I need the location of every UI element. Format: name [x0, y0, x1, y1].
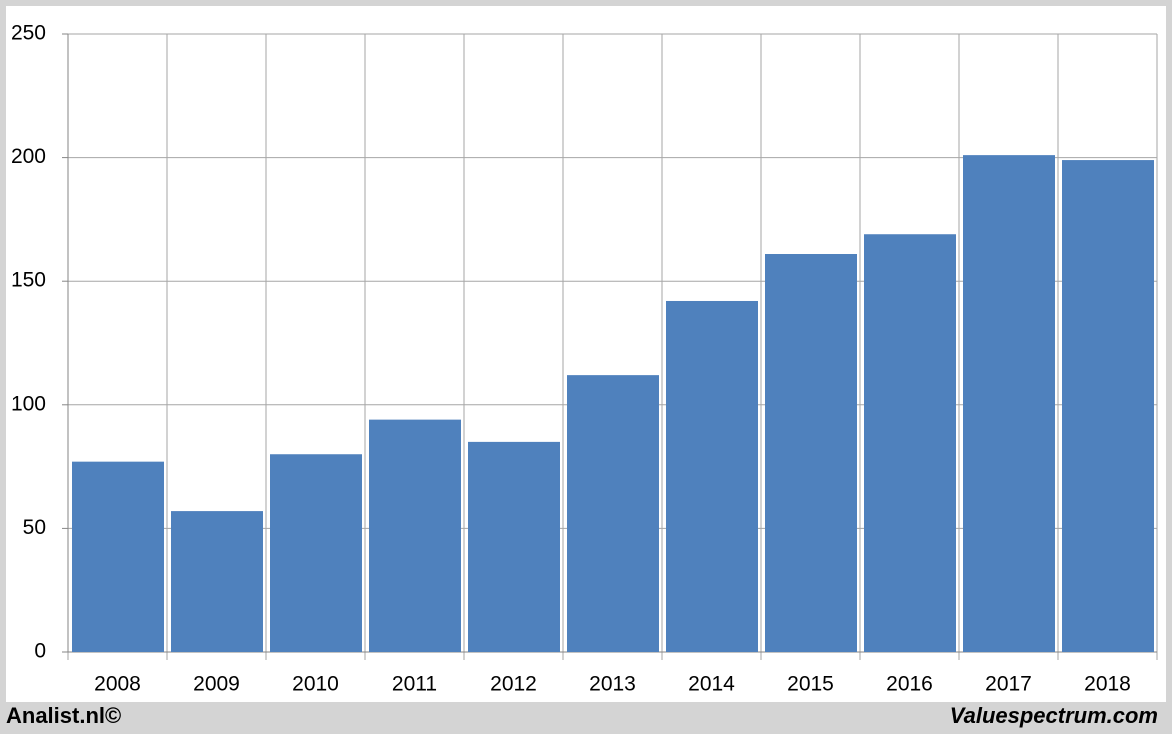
bar — [864, 234, 956, 652]
bar — [72, 461, 164, 652]
x-tick-label: 2017 — [985, 673, 1032, 696]
bar — [765, 254, 857, 652]
y-tick-label: 0 — [34, 640, 46, 663]
x-tick-label: 2009 — [193, 673, 240, 696]
x-tick-label: 2016 — [886, 673, 933, 696]
bar — [171, 511, 263, 652]
bar — [963, 155, 1055, 653]
y-tick-label: 50 — [23, 516, 46, 539]
bar — [666, 300, 758, 652]
bar — [1062, 160, 1154, 652]
x-tick-label: 2013 — [589, 673, 636, 696]
y-tick-label: 150 — [11, 269, 46, 292]
footer-right: Valuespectrum.com — [950, 703, 1158, 728]
footer-left: Analist.nl© — [6, 703, 121, 728]
x-tick-label: 2014 — [688, 673, 735, 696]
y-tick-label: 250 — [11, 22, 46, 45]
x-tick-label: 2011 — [392, 673, 437, 696]
x-tick-label: 2008 — [94, 673, 141, 696]
bar — [468, 441, 560, 652]
x-tick-label: 2012 — [490, 673, 537, 696]
x-tick-label: 2018 — [1084, 673, 1131, 696]
bar — [369, 419, 461, 652]
y-tick-label: 100 — [11, 392, 46, 415]
bar — [270, 454, 362, 652]
y-tick-label: 200 — [11, 145, 46, 168]
x-tick-label: 2010 — [292, 673, 339, 696]
bar — [567, 375, 659, 652]
x-tick-label: 2015 — [787, 673, 834, 696]
